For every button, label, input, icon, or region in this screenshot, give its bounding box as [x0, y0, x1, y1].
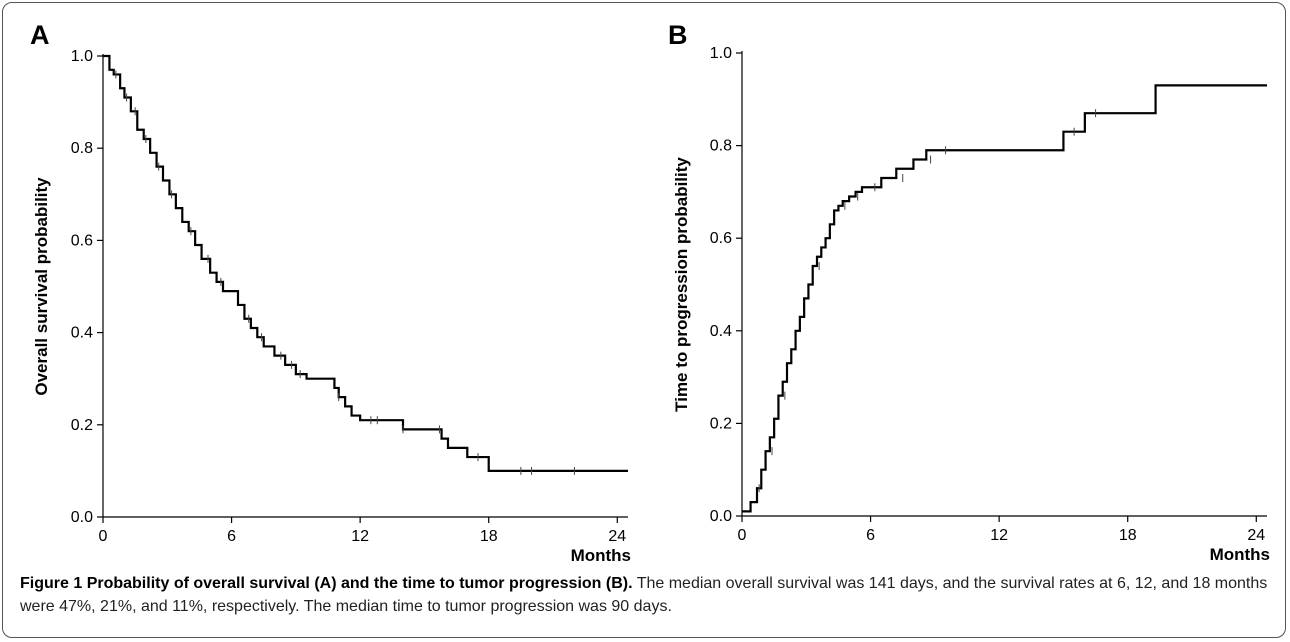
panel-a-xtick-label: 6: [227, 528, 236, 545]
panel-a-xlabel: Months: [571, 546, 631, 565]
panel-a-ytick-label: 0.8: [71, 140, 93, 157]
panel-b-xtick-label: 12: [990, 527, 1008, 544]
caption-title: Probability of overall survival (A) and …: [87, 575, 633, 592]
panel-b-ytick-label: 0.0: [710, 508, 732, 525]
panel-b-xtick-label: 0: [738, 527, 747, 544]
panel-b-xtick-label: 18: [1119, 527, 1137, 544]
figure-charts: A0.00.20.40.60.81.00 6 12 18 24MonthsOverall…: [0, 0, 1290, 570]
panel-a-xtick-label: 0: [99, 528, 108, 545]
panel-b-xtick-label: 24: [1247, 527, 1265, 544]
panel-a-xtick-label: 18: [480, 528, 498, 545]
panel-a-ytick-label: 0.4: [71, 325, 93, 342]
panel-b-letter: B: [668, 20, 688, 50]
panel-b-ytick-label: 0.6: [710, 230, 732, 247]
panel-a-xtick-label: 24: [608, 528, 626, 545]
panel-b-ytick-label: 0.4: [710, 323, 732, 340]
panel-b-ytick-label: 0.2: [710, 415, 732, 432]
panel-a-step-curve: [103, 56, 628, 471]
panel-b-ytick-label: 0.8: [710, 138, 732, 155]
panel-b-step-curve: [742, 85, 1267, 511]
panel-a-xtick-label: 12: [351, 528, 369, 545]
panel-a-ylabel: Overall survival probability: [32, 177, 51, 396]
panel-b-ylabel: Time to progression probability: [672, 157, 691, 412]
caption-label: Figure 1: [20, 575, 82, 592]
panel-b-xtick-label: 6: [866, 527, 875, 544]
panel-b-xlabel: Months: [1210, 545, 1270, 564]
figure-caption: Figure 1 Probability of overall survival…: [20, 572, 1270, 618]
panel-a-ytick-label: 1.0: [71, 48, 93, 65]
panel-b-ytick-label: 1.0: [710, 45, 732, 62]
panel-a-letter: A: [30, 20, 50, 50]
panel-a-ytick-label: 0.2: [71, 417, 93, 434]
panel-a-ytick-label: 0.0: [71, 509, 93, 526]
panel-a-ytick-label: 0.6: [71, 232, 93, 249]
